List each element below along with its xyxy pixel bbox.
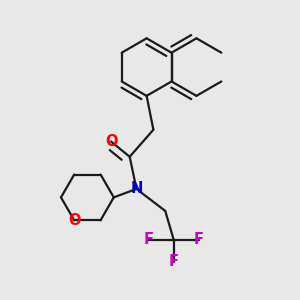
Text: N: N: [130, 182, 142, 196]
Text: F: F: [194, 232, 204, 247]
Text: F: F: [143, 232, 153, 247]
Text: F: F: [169, 254, 179, 269]
Text: O: O: [105, 134, 117, 149]
Text: O: O: [68, 213, 80, 228]
